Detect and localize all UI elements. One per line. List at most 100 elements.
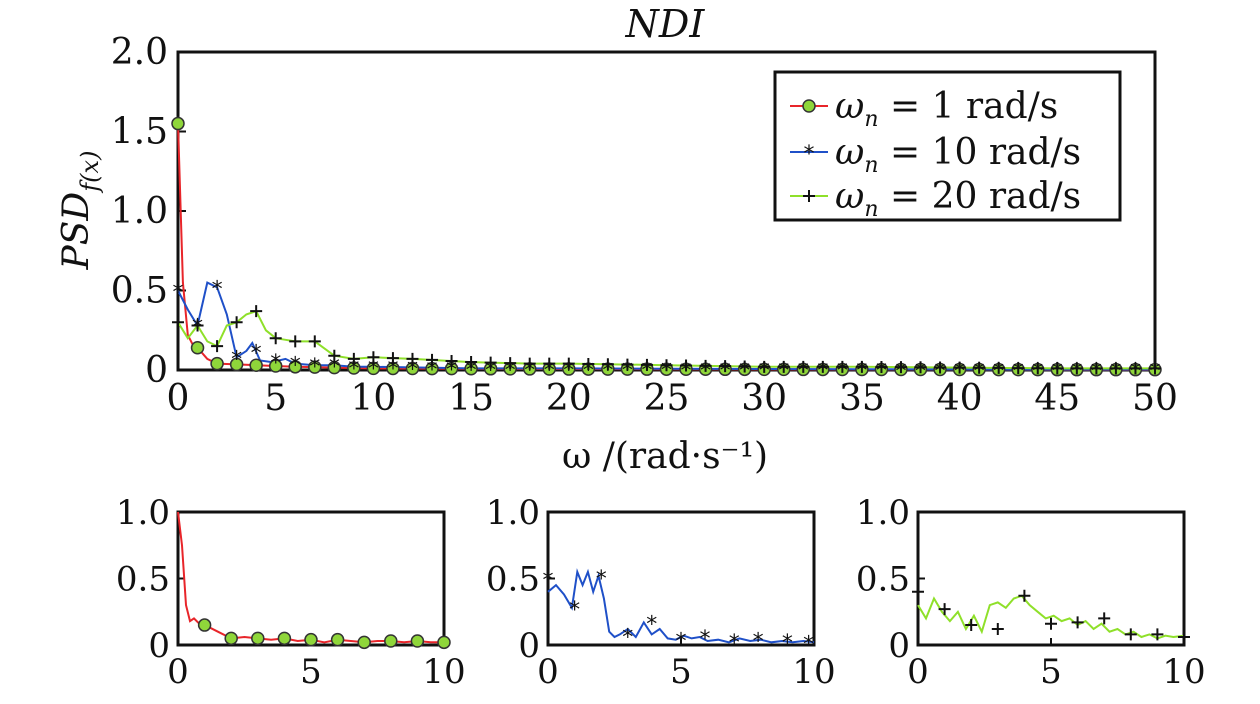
main-series-2-marker: * — [505, 358, 516, 383]
main-series-3-marker — [504, 357, 517, 370]
main-series-3-marker — [797, 360, 810, 373]
panel-3-marker — [1045, 617, 1057, 630]
panel-1-marker — [197, 618, 212, 632]
main-series-1-marker — [190, 340, 205, 355]
main-series-3-marker — [191, 319, 204, 332]
main-series-3-marker — [1012, 362, 1025, 375]
panel-3-ytick-label: 0.5 — [856, 560, 910, 600]
main-series-3-marker — [269, 332, 282, 345]
main-series-2-marker: * — [446, 358, 457, 383]
panel-1-frame — [176, 510, 446, 647]
main-series-2-line — [177, 281, 1155, 371]
panel-3: 0 5 10 0 0.5 1.0 — [856, 493, 1206, 692]
main-series-3-marker — [1149, 362, 1161, 375]
panel-2-marker: * — [676, 630, 687, 655]
main-xtick-label: 50 — [1132, 378, 1178, 419]
legend-label-1-sub: n — [864, 107, 878, 132]
main-series-1-marker — [308, 360, 322, 374]
main-series-2-marker: * — [270, 351, 281, 376]
main-ylabel-main: PSD — [56, 192, 97, 271]
main-series-3-marker — [484, 356, 497, 369]
main-series-1-marker — [249, 358, 263, 372]
main-ytick-label: 2.0 — [111, 32, 168, 73]
panel-1: 0 5 10 0 0.5 1.0 — [116, 493, 466, 692]
panel-2-frame — [546, 510, 816, 647]
panel-1-ytick-label: 0 — [148, 626, 170, 666]
legend-label-2-sub: n — [864, 153, 878, 178]
main-series-2-marker: * — [368, 357, 379, 382]
panel-3-xtick-label: 0 — [907, 652, 929, 692]
panel-3-marker — [991, 623, 1004, 636]
main-xtick-label: 10 — [350, 378, 396, 419]
main-series-3-marker — [1129, 362, 1142, 375]
legend-label-3-sym: ω — [835, 176, 864, 217]
main-series-2-marker: * — [563, 358, 574, 383]
panel-1-line — [177, 511, 444, 644]
main-series-2-marker: * — [544, 358, 555, 383]
main-series-3-marker — [328, 349, 341, 362]
main-series-3-marker — [367, 351, 380, 364]
panel-3-line — [917, 594, 1185, 640]
panel-2-marker: * — [596, 567, 607, 592]
panel-3-marker — [965, 619, 978, 632]
panel-1-marker — [384, 634, 398, 648]
panel-3-ytick-label: 1.0 — [856, 493, 910, 533]
main-series-3-marker — [855, 360, 868, 373]
legend-marker-plus — [803, 190, 815, 202]
main-xtick-label: 15 — [448, 378, 494, 419]
panel-2-marker: * — [699, 627, 710, 652]
main-series-3-marker — [1031, 362, 1044, 375]
main-series-3-marker — [934, 361, 947, 374]
legend: ωn = 1 rad/s * ωn = 10 rad/s ωn = 20 rad… — [773, 70, 1122, 222]
panel-3-marker — [1124, 628, 1137, 641]
main-series-3-marker — [777, 360, 790, 373]
panel-3-marker — [1098, 612, 1111, 625]
main-series-2-marker: * — [173, 281, 184, 306]
main-series-2-marker: * — [466, 358, 477, 383]
main-series-3-marker — [172, 316, 184, 329]
main-xlabel: ω /(rad·s⁻¹) — [562, 436, 768, 477]
main-series-3-marker — [914, 361, 927, 374]
main-series-2-marker: * — [641, 359, 652, 384]
main-series-3-marker — [601, 358, 614, 371]
main-series-2-marker: * — [309, 355, 320, 380]
panel-1-marker — [410, 634, 425, 648]
main-series-3-marker — [719, 360, 732, 373]
main-series-3-marker — [992, 361, 1005, 374]
panel-2-marker: * — [543, 569, 554, 594]
main-ytick-label: 0.5 — [111, 271, 168, 312]
main-series-2-marker: * — [387, 357, 398, 382]
main-series-2-marker: * — [348, 357, 359, 382]
main-series-3-marker — [347, 352, 360, 365]
main-series-2-marker: * — [583, 358, 594, 383]
legend-label-2-sym: ω — [835, 132, 864, 173]
panel-3-marker — [1151, 628, 1164, 641]
panel-3-marker — [1018, 589, 1031, 602]
main-series-3-marker — [543, 357, 556, 370]
legend-label-1-sym: ω — [835, 86, 864, 127]
main-series-1-marker — [288, 360, 302, 374]
main-series-3-marker — [465, 356, 478, 369]
main-series-3-marker — [875, 360, 888, 373]
panel-2-marker: * — [803, 632, 814, 657]
panel-1-ytick-label: 1.0 — [116, 493, 170, 533]
main-series-2-marker: * — [622, 359, 633, 384]
main-xtick-label: 45 — [1034, 378, 1080, 419]
main-series-2-marker: * — [290, 354, 301, 379]
main-series-3-marker — [699, 359, 712, 372]
panel-3-marker — [912, 585, 924, 598]
main-series-3-marker — [308, 335, 321, 348]
legend-label-2-rest: = 10 rad/s — [879, 132, 1082, 173]
panel-1-marker — [330, 632, 345, 647]
panel-1-marker — [304, 632, 318, 647]
legend-entry-2: * ωn = 10 rad/s — [790, 132, 1081, 178]
main-series-3-marker — [1051, 362, 1064, 375]
panel-2-line — [547, 568, 815, 644]
main-series-3-marker — [973, 361, 986, 374]
main-ylabel-sub: f(x) — [76, 151, 104, 194]
panel-2-marker: * — [569, 598, 580, 623]
panel-2-marker: * — [646, 612, 657, 637]
main-series-3-marker — [289, 335, 302, 348]
main-xtick-label: 0 — [167, 378, 190, 419]
